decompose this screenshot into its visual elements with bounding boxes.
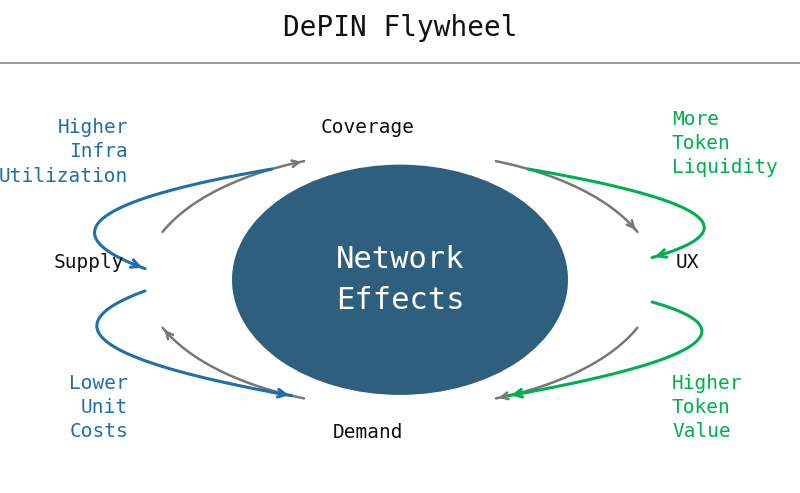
Text: Demand: Demand xyxy=(333,423,403,442)
Text: Higher
Infra
Utilization: Higher Infra Utilization xyxy=(0,118,128,185)
Text: Supply: Supply xyxy=(54,253,124,272)
Text: Higher
Token
Value: Higher Token Value xyxy=(672,374,742,441)
Text: More
Token
Liquidity: More Token Liquidity xyxy=(672,109,778,177)
Text: Coverage: Coverage xyxy=(321,118,415,137)
Text: DePIN Flywheel: DePIN Flywheel xyxy=(282,14,518,42)
Text: Network
Effects: Network Effects xyxy=(336,245,464,315)
Text: Lower
Unit
Costs: Lower Unit Costs xyxy=(70,374,128,441)
Text: UX: UX xyxy=(676,253,699,272)
Ellipse shape xyxy=(232,165,568,395)
